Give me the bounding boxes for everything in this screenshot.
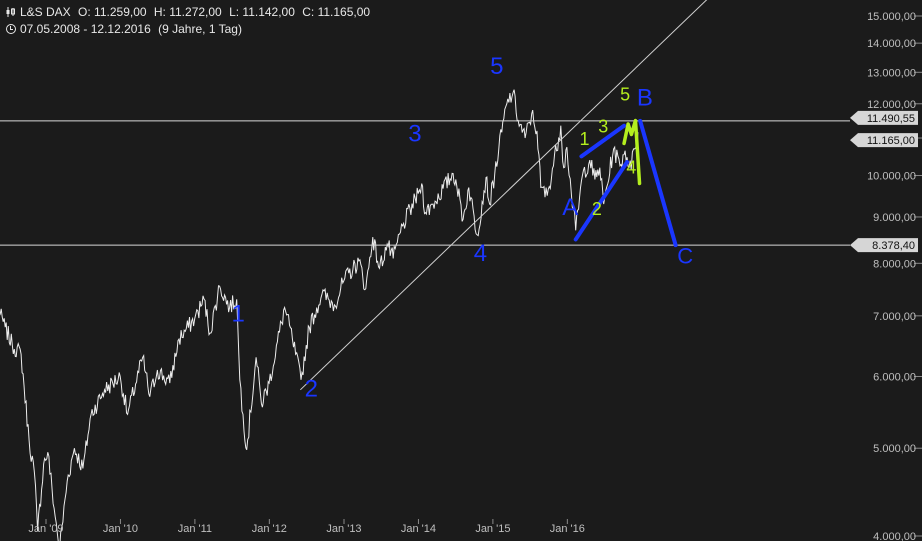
- wave-label-blue: 5: [490, 53, 503, 80]
- wave-label-green: 1: [579, 129, 589, 149]
- trend-line: [300, 0, 708, 391]
- price-line: [0, 89, 639, 541]
- wave-label-blue: A: [562, 194, 578, 221]
- x-tick-label: Jan '14: [401, 523, 436, 535]
- wave-label-blue: 4: [474, 240, 487, 267]
- price-tag-label: 11.490,55: [867, 113, 915, 125]
- y-tick-label: 9.000,00: [873, 212, 916, 224]
- price-tag-box: [850, 110, 918, 125]
- y-tick-label: 6.000,00: [873, 371, 916, 383]
- clock-icon: [6, 24, 16, 34]
- wave-label-blue: 3: [408, 121, 421, 148]
- y-tick-label: 12.000,00: [867, 99, 916, 111]
- channel-lower-line: [573, 159, 630, 242]
- green-projection-line: [622, 118, 642, 186]
- y-tick-label: 5.000,00: [873, 443, 916, 455]
- price-tag: 11.165,00: [850, 133, 918, 148]
- x-tick-label: Jan '11: [178, 523, 212, 535]
- date-range: 07.05.2008 - 12.12.2016: [20, 22, 151, 36]
- price-tag: 11.490,55: [850, 110, 918, 125]
- x-tick-label: Jan '15: [475, 523, 510, 535]
- channel-upper-line: [579, 123, 627, 159]
- price-tag-label: 11.165,00: [867, 135, 915, 147]
- range-header: 07.05.2008 - 12.12.2016 (9 Jahre, 1 Tag): [6, 22, 246, 36]
- y-tick-label: 13.000,00: [867, 67, 916, 79]
- y-tick-label: 14.000,00: [867, 38, 916, 50]
- y-tick-label: 4.000,00: [873, 531, 916, 541]
- wave-label-green: 5: [620, 85, 630, 105]
- x-tick-label: Jan '16: [550, 523, 585, 535]
- wave-label-green: 2: [592, 199, 602, 219]
- x-tick-label: Jan '12: [252, 523, 287, 535]
- price-tag-box: [850, 133, 918, 148]
- y-tick-label: 15.000,00: [867, 11, 916, 23]
- wave-label-green: 3: [598, 117, 608, 137]
- y-tick-label: 8.000,00: [873, 258, 916, 270]
- high-value: H: 11.272,00: [153, 5, 222, 19]
- price-tag-label: 8.378,40: [872, 240, 915, 252]
- quote-header: L&S DAX O: 11.259,00 H: 11.272,00 L: 11.…: [6, 5, 374, 19]
- wave-label-blue: 1: [231, 300, 244, 327]
- price-tag-box: [850, 238, 918, 253]
- candlestick-icon: [6, 6, 16, 17]
- y-tick-label: 10.000,00: [867, 171, 916, 183]
- y-tick-label: 7.000,00: [873, 311, 916, 323]
- price-tag: 8.378,40: [850, 238, 918, 253]
- x-tick-label: Jan '10: [103, 523, 138, 535]
- low-value: L: 11.142,00: [229, 5, 295, 19]
- close-value: C: 11.165,00: [302, 5, 371, 19]
- interval-label: (9 Jahre, 1 Tag): [158, 22, 242, 36]
- open-value: O: 11.259,00: [78, 5, 147, 19]
- x-tick-label: Jan '13: [326, 523, 361, 535]
- symbol-name: L&S DAX: [20, 5, 71, 19]
- projection-b-c-line: [638, 118, 678, 248]
- x-tick-label: Jan '09: [28, 523, 63, 535]
- wave-label-blue: 2: [305, 376, 318, 403]
- wave-label-blue: B: [637, 84, 653, 111]
- wave-label-blue: C: [677, 243, 693, 268]
- wave-label-green: 4: [626, 158, 636, 178]
